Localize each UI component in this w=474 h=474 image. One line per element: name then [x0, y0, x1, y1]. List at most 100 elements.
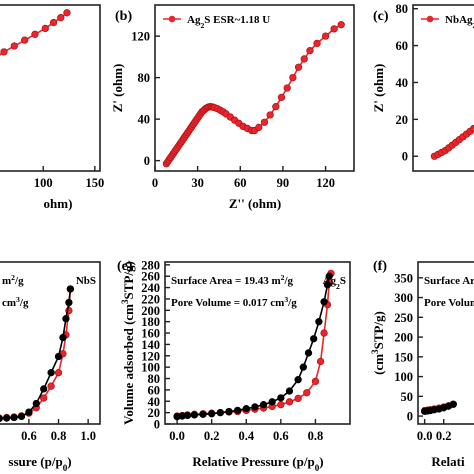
y-tick-label: 100	[394, 370, 413, 384]
y-tick-label: 0	[154, 418, 160, 432]
y-tick-label: 120	[131, 30, 150, 44]
legend-label: NbAg2S	[445, 14, 474, 30]
data-point	[449, 400, 457, 408]
data-point	[255, 123, 263, 132]
data-point	[183, 411, 192, 420]
annotation-text: Surface Area	[424, 275, 474, 287]
data-point	[289, 73, 297, 82]
plot-frame	[0, 261, 101, 425]
y-tick-label: 200	[141, 304, 160, 318]
y-tick-label: 260	[141, 270, 160, 284]
y-tick-label: 250	[394, 311, 413, 325]
y-tick-label: 0	[407, 410, 413, 424]
data-point	[40, 385, 48, 393]
plot-frame	[154, 4, 355, 172]
y-tick-label: 20	[396, 113, 409, 127]
x-tick-label: 0.8	[308, 429, 324, 443]
x-axis-label: Relative Pressure (p/p0)	[192, 454, 323, 473]
x-tick-label: 60	[234, 176, 247, 190]
panel-a: 100 150 ohm)	[0, 4, 104, 211]
y-tick-label: 150	[394, 350, 413, 364]
data-point	[54, 369, 63, 377]
data-point	[469, 124, 474, 133]
series-line	[0, 12, 68, 56]
data-point	[65, 298, 73, 307]
y-tick-label: 160	[141, 327, 160, 341]
data-point	[49, 18, 58, 27]
data-point	[259, 401, 268, 409]
y-tick-label: 60	[396, 39, 409, 53]
y-tick-label: 40	[396, 76, 409, 90]
data-point	[321, 32, 330, 40]
y-tick-label: 120	[141, 349, 160, 363]
y-tick-label: 40	[148, 395, 161, 409]
data-point	[266, 111, 274, 119]
y-tick-label: 280	[141, 258, 160, 272]
plot-frame	[164, 261, 351, 425]
plot-frame	[412, 4, 474, 172]
data-point	[323, 281, 332, 289]
data-point	[310, 335, 318, 343]
x-axis-label: Relati	[431, 454, 465, 469]
data-point	[216, 408, 224, 417]
y-tick-label: 80	[148, 372, 161, 386]
x-tick-label: 0.4	[238, 429, 254, 443]
data-point	[294, 63, 303, 71]
annotation-text: Ag2S	[323, 275, 346, 291]
data-point	[62, 315, 70, 323]
data-point	[0, 48, 8, 56]
data-point	[315, 318, 323, 326]
x-tick-label: 1.0	[80, 429, 96, 443]
data-point	[300, 55, 308, 63]
data-point	[47, 382, 55, 390]
annotation-text: Surface Area = 19.43 m2/g	[171, 273, 294, 288]
data-point	[277, 93, 286, 101]
x-tick-label: 0.6	[21, 429, 37, 443]
plot-frame	[0, 4, 101, 172]
data-point	[59, 333, 67, 342]
y-tick-label: 200	[394, 331, 413, 345]
data-point	[41, 24, 49, 33]
panel-e: 0.0 0.2 0.4 0.6 0.80204060801001201401601802…	[117, 258, 351, 473]
data-point	[304, 349, 313, 357]
data-point	[225, 407, 233, 416]
data-point	[294, 394, 302, 403]
data-point	[303, 389, 311, 397]
data-point	[277, 394, 285, 402]
panel-letter: (e)	[117, 259, 133, 274]
x-tick-label: 0.2	[204, 429, 220, 443]
data-point	[242, 405, 250, 413]
panel-c: 0 20 40 60 80 (c) Z' (ohm) NbAg2S	[371, 2, 474, 172]
plot-frame	[417, 261, 474, 425]
panel-letter: (c)	[373, 9, 389, 24]
data-point	[57, 14, 65, 22]
data-point	[190, 411, 199, 419]
y-tick-label: 80	[396, 2, 409, 16]
data-point	[316, 357, 325, 366]
data-point	[320, 298, 328, 306]
data-point	[320, 329, 328, 337]
y-axis-label: Volume adsorbed (cm3STP/g)	[120, 261, 136, 425]
data-point	[10, 413, 18, 422]
y-tick-label: 220	[141, 292, 160, 306]
x-axis-label: Z'' (ohm)	[229, 196, 281, 211]
y-tick-label: 20	[148, 406, 161, 420]
panel-f: 0.0 0.2 0 50 100 150 200 250 300 350 (f) Relati (cm3…	[370, 259, 474, 469]
x-tick-label: 0.6	[273, 429, 289, 443]
x-axis-label: ohm)	[44, 196, 73, 211]
x-tick-label: 100	[34, 176, 53, 190]
panel-b: 0 30 60 90 120 0 40 80 120 (b) Z'' (ohm) Z' (ohm) Ag…	[110, 4, 355, 211]
data-point	[20, 36, 29, 44]
x-tick-label: 0.0	[169, 429, 185, 443]
y-tick-label: 0	[144, 154, 150, 168]
y-tick-label: 80	[138, 71, 151, 85]
data-point	[306, 47, 314, 55]
x-tick-label: 90	[277, 176, 290, 190]
legend-label: Ag2S ESR~1.18 U	[187, 14, 270, 30]
data-point	[31, 30, 39, 38]
y-tick-label: 300	[394, 291, 413, 305]
data-point	[294, 376, 302, 384]
x-axis-label: ssure (p/p0)	[8, 454, 71, 473]
data-point	[283, 84, 291, 92]
